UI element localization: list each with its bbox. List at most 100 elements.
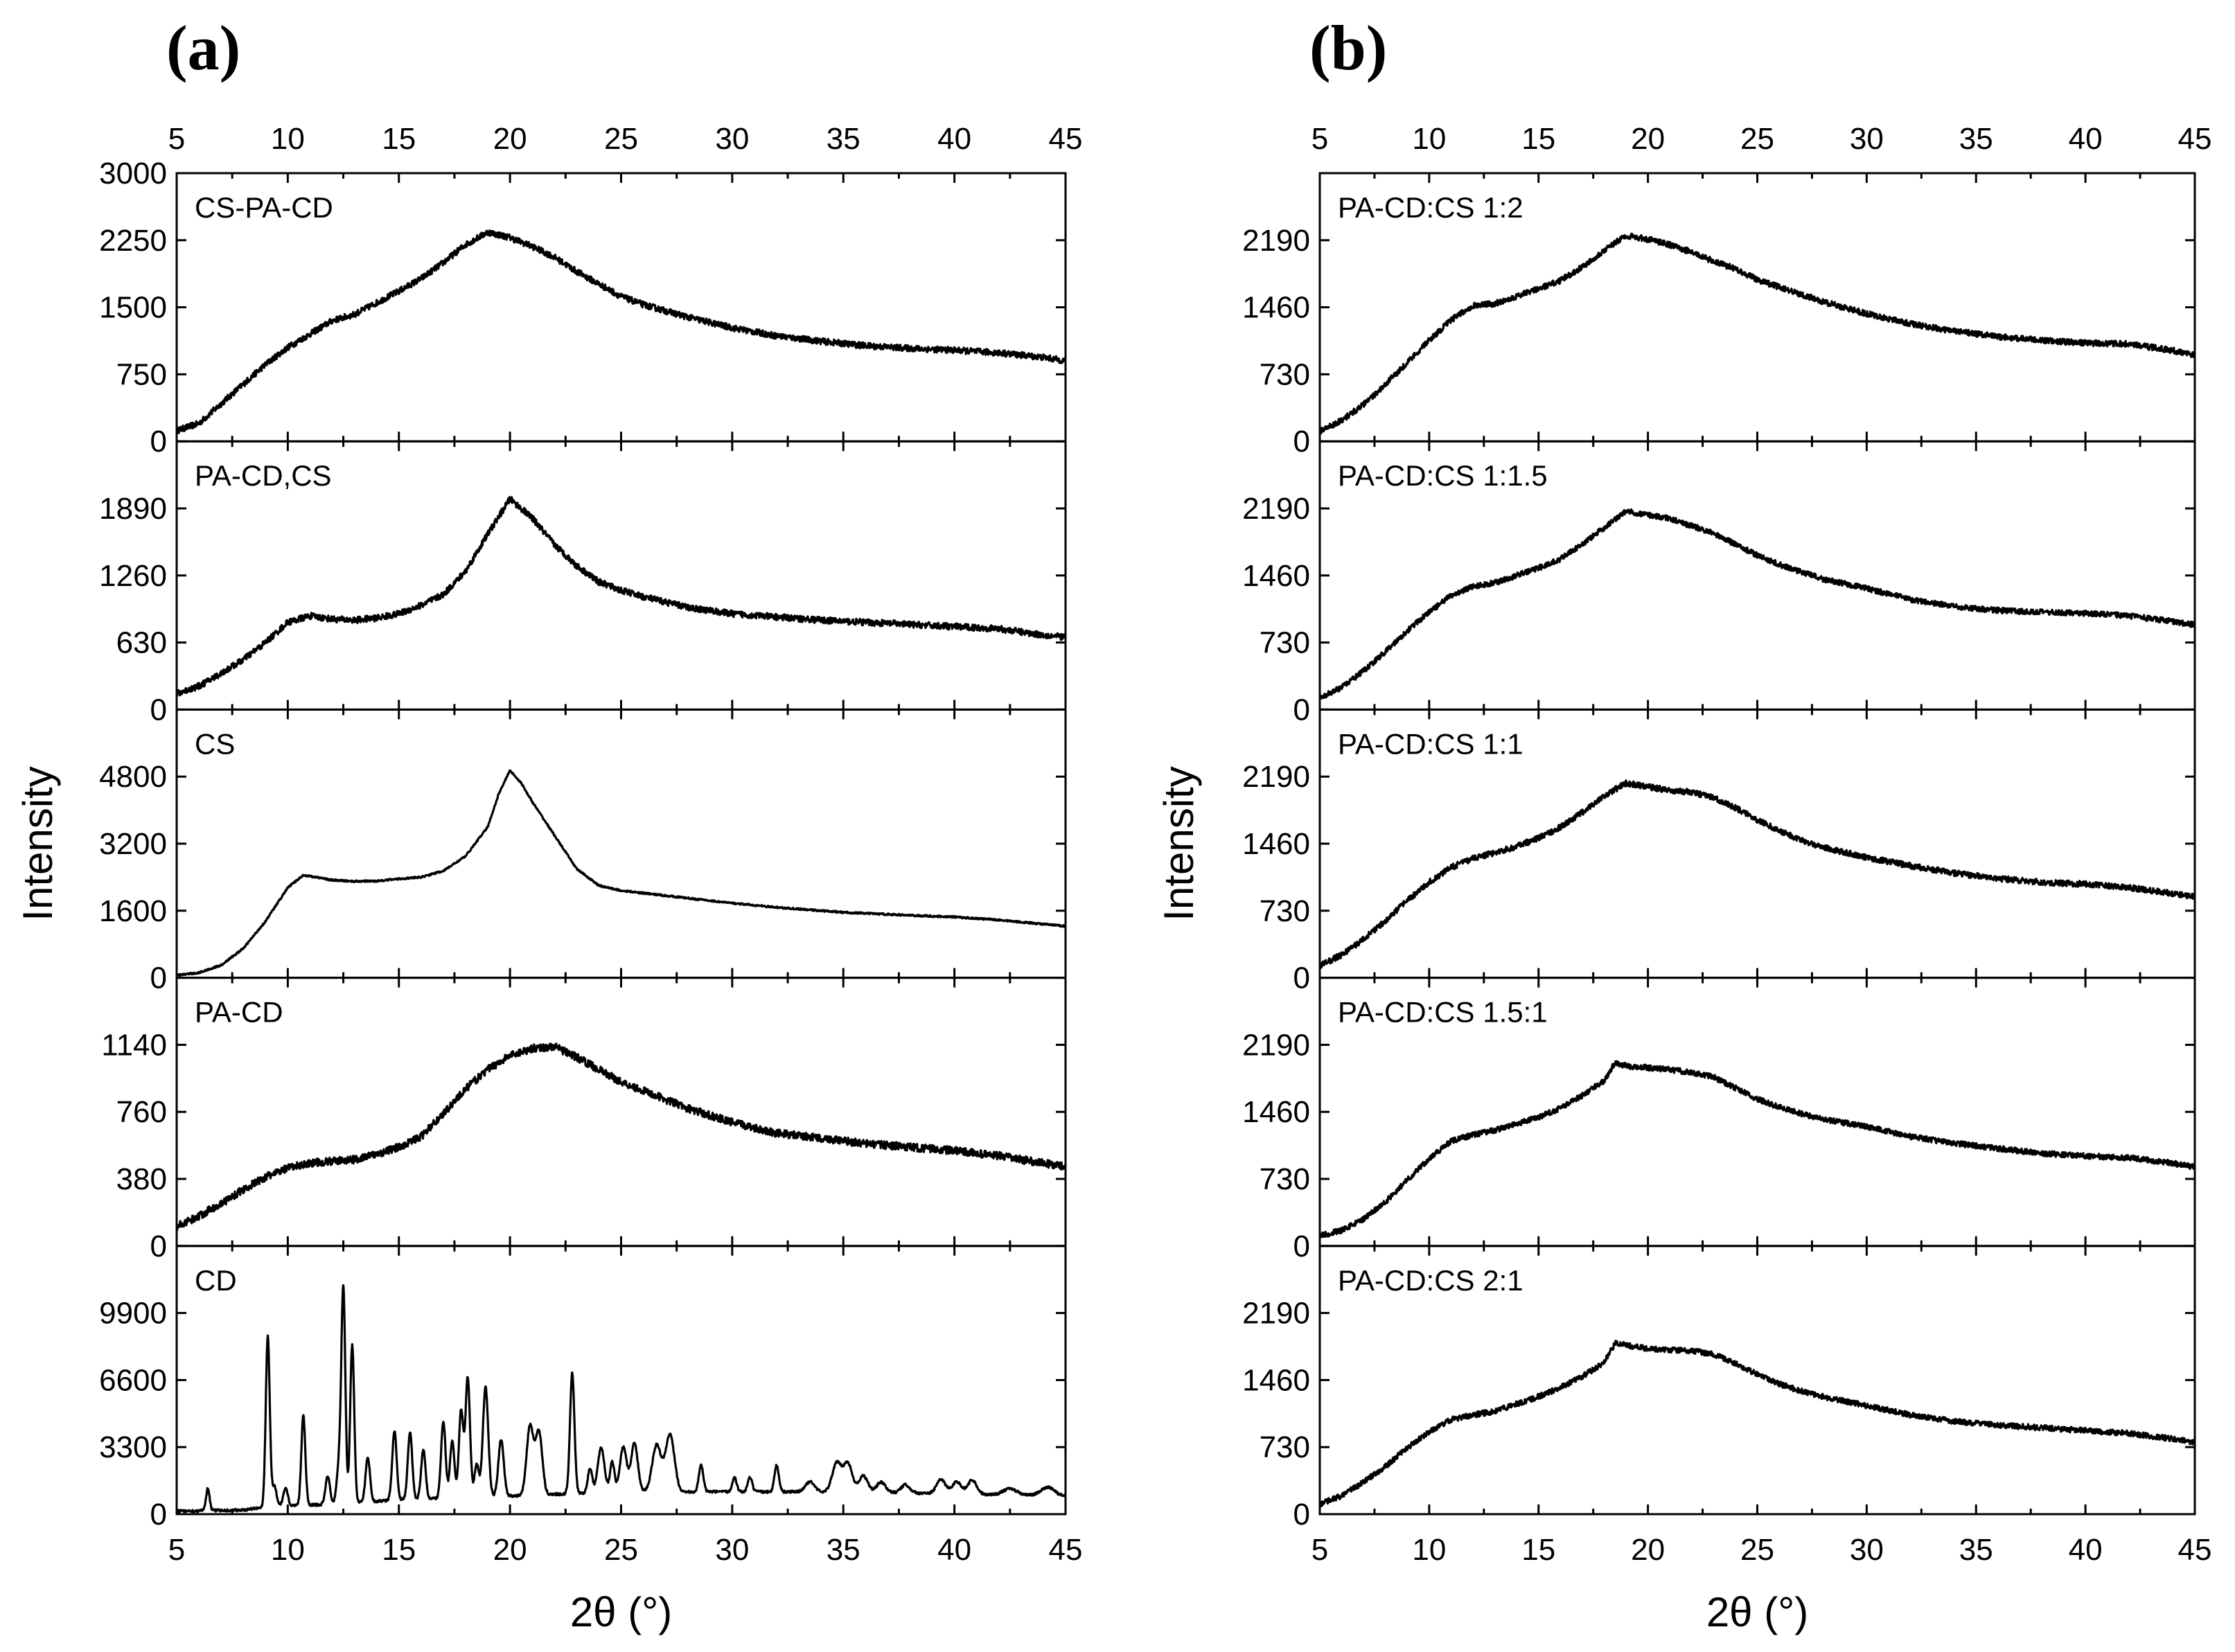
x-tick-label-top: 5 <box>168 122 185 156</box>
y-tick-label: 760 <box>116 1095 167 1129</box>
series-label: PA-CD <box>195 996 283 1029</box>
subplot-cd: 0 3300 6600 9900 CD <box>99 1245 1067 1531</box>
y-tick-label: 1140 <box>101 1028 167 1062</box>
y-tick-label: 730 <box>1260 894 1310 928</box>
y-tick-label: 730 <box>1260 626 1310 660</box>
y-tick-label: 1460 <box>1242 559 1310 593</box>
subplot-pa-cd-cs-1-5-1: 0 730 1460 2190 PA-CD:CS 1.5:1 <box>1242 977 2196 1263</box>
x-tick-label-top: 10 <box>271 122 305 156</box>
x-tick-label-bottom: 35 <box>827 1533 860 1567</box>
series-label: PA-CD,CS <box>195 459 332 492</box>
x-tick-label-bottom: 45 <box>1049 1533 1083 1567</box>
panel-letter: (a) <box>166 12 240 83</box>
x-tick-label-bottom: 40 <box>2069 1533 2103 1567</box>
xrd-curve <box>175 1042 1067 1232</box>
y-axis-label: Intensity <box>1156 766 1202 921</box>
y-tick-label: 730 <box>1260 1162 1310 1196</box>
x-tick-label-top: 40 <box>2069 122 2103 156</box>
y-tick-label: 2190 <box>1242 224 1310 258</box>
y-tick-label: 0 <box>150 1498 167 1531</box>
y-tick-label: 0 <box>1293 693 1310 727</box>
x-axis-label: 2θ (°) <box>1706 1589 1808 1635</box>
x-tick-label-bottom: 5 <box>1311 1533 1328 1567</box>
y-tick-label: 2190 <box>1242 1297 1310 1331</box>
y-tick-label: 0 <box>150 961 167 995</box>
y-tick-label: 0 <box>1293 1498 1310 1531</box>
y-tick-label: 0 <box>150 693 167 727</box>
x-tick-label-top: 30 <box>1850 122 1884 156</box>
y-axis-label: Intensity <box>15 766 61 921</box>
y-tick-label: 3200 <box>99 827 167 861</box>
y-tick-label: 1460 <box>1242 827 1310 861</box>
series-label: PA-CD:CS 2:1 <box>1338 1264 1523 1297</box>
panel-b: (b) Intensity 2θ (°) 5 5 10 10 15 15 20 20 25 25 30 30… <box>1156 12 2211 1635</box>
subplot-pa-cd: 0 380 760 1140 PA-CD <box>101 977 1067 1263</box>
y-tick-label: 380 <box>116 1162 167 1196</box>
x-tick-label-top: 35 <box>1959 122 1993 156</box>
y-tick-label: 1890 <box>99 492 167 526</box>
subplot-cs: 0 1600 3200 4800 CS <box>99 708 1067 995</box>
x-tick-label-top: 25 <box>604 122 638 156</box>
y-tick-label: 1600 <box>99 894 167 928</box>
xrd-curve <box>175 769 1067 977</box>
x-tick-label-top: 20 <box>1631 122 1665 156</box>
x-tick-label-top: 15 <box>1521 122 1555 156</box>
y-tick-label: 1460 <box>1242 291 1310 325</box>
x-axis-label: 2θ (°) <box>570 1589 672 1635</box>
xrd-curve <box>1318 1340 2196 1507</box>
x-tick-label-bottom: 45 <box>2178 1533 2212 1567</box>
x-tick-label-bottom: 10 <box>271 1533 305 1567</box>
x-tick-label-bottom: 30 <box>1850 1533 1884 1567</box>
y-tick-label: 730 <box>1260 357 1310 391</box>
subplot-pa-cd-cs: 0 630 1260 1890 PA-CD,CS <box>99 440 1067 727</box>
y-tick-label: 0 <box>1293 1229 1310 1263</box>
x-tick-label-top: 25 <box>1740 122 1774 156</box>
y-tick-label: 2190 <box>1242 1028 1310 1062</box>
y-tick-label: 4800 <box>99 760 167 794</box>
y-tick-label: 0 <box>150 425 167 459</box>
xrd-curve <box>175 229 1067 434</box>
x-tick-label-bottom: 25 <box>604 1533 638 1567</box>
y-tick-label: 2190 <box>1242 492 1310 526</box>
y-tick-label: 6600 <box>99 1363 167 1397</box>
subplot-pa-cd-cs-1-2: 0 730 1460 2190 PA-CD:CS 1:2 <box>1242 172 2196 459</box>
x-tick-label-top: 45 <box>1049 122 1083 156</box>
y-tick-label: 1460 <box>1242 1095 1310 1129</box>
y-tick-label: 1460 <box>1242 1363 1310 1397</box>
y-tick-label: 3300 <box>99 1430 167 1464</box>
series-label: PA-CD:CS 1:1 <box>1338 727 1523 760</box>
y-tick-label: 0 <box>150 1229 167 1263</box>
series-label: PA-CD:CS 1.5:1 <box>1338 996 1548 1029</box>
y-tick-label: 0 <box>1293 425 1310 459</box>
y-tick-label: 1260 <box>99 559 167 593</box>
y-tick-label: 2190 <box>1242 760 1310 794</box>
y-tick-label: 3000 <box>99 157 167 190</box>
x-tick-label-top: 20 <box>493 122 527 156</box>
x-tick-label-top: 35 <box>827 122 860 156</box>
x-tick-label-bottom: 20 <box>493 1533 527 1567</box>
xrd-curve <box>175 1284 1067 1513</box>
series-label: PA-CD:CS 1:2 <box>1338 191 1523 224</box>
x-tick-label-bottom: 20 <box>1631 1533 1665 1567</box>
y-tick-label: 1500 <box>99 291 167 325</box>
x-tick-label-top: 30 <box>715 122 749 156</box>
y-tick-label: 9900 <box>99 1297 167 1331</box>
x-tick-label-bottom: 15 <box>1521 1533 1555 1567</box>
series-label: CD <box>195 1264 237 1297</box>
series-label: CS-PA-CD <box>195 191 333 224</box>
panel-letter: (b) <box>1309 12 1387 83</box>
xrd-curve <box>1318 779 2196 969</box>
x-tick-label-top: 45 <box>2178 122 2212 156</box>
y-tick-label: 730 <box>1260 1430 1310 1464</box>
x-tick-label-bottom: 40 <box>937 1533 971 1567</box>
y-tick-label: 750 <box>116 357 167 391</box>
x-tick-label-top: 40 <box>937 122 971 156</box>
x-tick-label-bottom: 30 <box>715 1533 749 1567</box>
x-tick-label-bottom: 15 <box>382 1533 416 1567</box>
x-tick-label-bottom: 10 <box>1412 1533 1446 1567</box>
x-tick-label-bottom: 5 <box>168 1533 185 1567</box>
x-tick-label-bottom: 25 <box>1740 1533 1774 1567</box>
series-label: CS <box>195 727 235 760</box>
xrd-curve <box>1318 508 2196 700</box>
